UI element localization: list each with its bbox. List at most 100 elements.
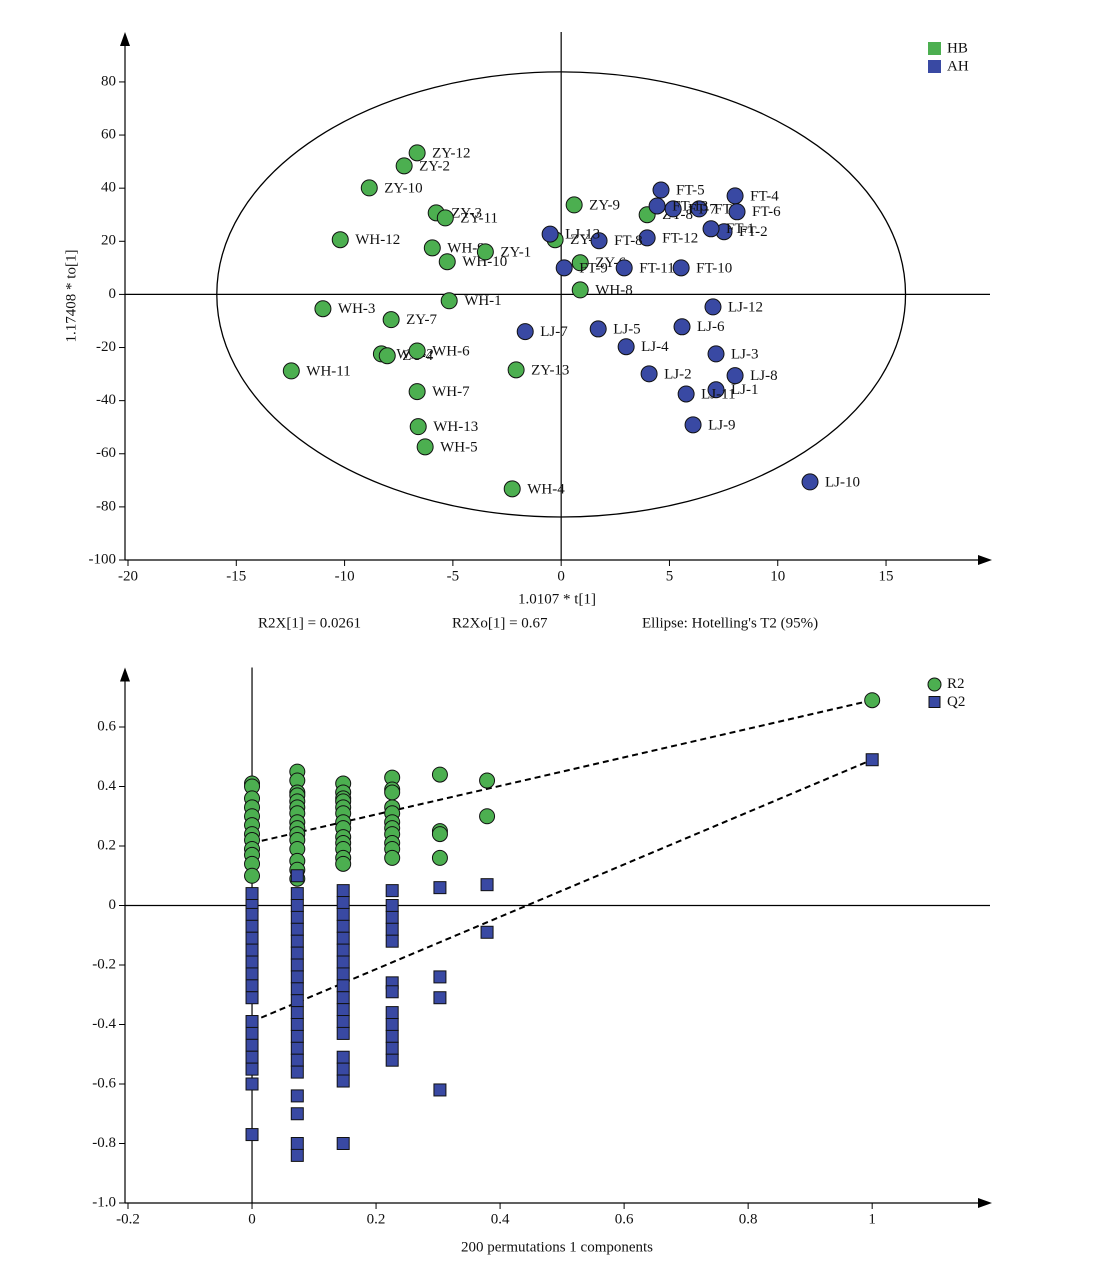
point <box>615 259 633 277</box>
point-label: WH-3 <box>338 301 376 317</box>
y-tick-label: 60 <box>101 126 116 142</box>
point <box>336 919 350 933</box>
point <box>648 197 666 215</box>
x-tick-label: -10 <box>335 568 355 584</box>
point <box>314 300 332 318</box>
point <box>384 784 401 801</box>
x-tick-label: 0.6 <box>615 1211 634 1227</box>
point-label: LJ-12 <box>728 299 763 315</box>
point <box>331 231 349 249</box>
legend-swatch <box>928 60 941 73</box>
point <box>638 229 656 247</box>
point <box>245 967 259 981</box>
point-label: ZY-1 <box>500 244 531 260</box>
point <box>590 232 608 250</box>
regression-line <box>251 758 873 1023</box>
point-label: LJ-10 <box>825 474 860 490</box>
point-label: WH-5 <box>440 439 478 455</box>
point <box>290 1018 304 1031</box>
point <box>423 239 441 257</box>
y-tick-label: -0.6 <box>92 1075 116 1091</box>
point <box>245 1050 259 1064</box>
y-tick-label: 0 <box>109 897 117 913</box>
point <box>664 200 682 218</box>
point <box>571 254 589 272</box>
point <box>416 438 434 456</box>
point <box>336 943 350 957</box>
y-tick-label: 0.4 <box>97 778 116 794</box>
x-tick-label: -5 <box>447 568 460 584</box>
point <box>408 144 426 162</box>
point-label: WH-13 <box>433 419 478 435</box>
point-label: WH-8 <box>595 282 633 298</box>
x-tick-label: -15 <box>226 568 246 584</box>
point-label: FT-9 <box>579 260 608 276</box>
y-tick-label: 0.2 <box>97 837 116 853</box>
point <box>245 907 259 921</box>
point-label: WH-12 <box>355 232 400 248</box>
point-label: ZY-7 <box>406 312 437 328</box>
y-tick-label: 0 <box>109 286 117 302</box>
point-label: WH-6 <box>432 343 470 359</box>
point <box>431 849 448 866</box>
x-tick-label: 15 <box>879 568 894 584</box>
point <box>480 878 494 892</box>
point <box>245 931 259 945</box>
point-label: FT-2 <box>739 224 768 240</box>
point <box>336 1015 350 1029</box>
annotation: R2Xo[1] = 0.67 <box>452 615 548 631</box>
point <box>438 253 456 271</box>
point-label: FT-5 <box>676 182 705 198</box>
point <box>245 991 259 1005</box>
point <box>244 867 261 884</box>
point <box>652 181 670 199</box>
point-label: LJ-6 <box>697 319 725 335</box>
point <box>384 849 401 866</box>
point-label: FT-11 <box>639 260 675 276</box>
point <box>290 1065 304 1079</box>
y-tick-label: -60 <box>96 445 116 461</box>
y-tick-label: 0.6 <box>97 718 116 734</box>
x-tick-label: 0.8 <box>739 1211 758 1227</box>
point <box>385 1018 399 1031</box>
point <box>865 753 879 767</box>
point <box>245 1062 259 1076</box>
point <box>589 320 607 338</box>
point <box>385 1041 399 1055</box>
point <box>290 1041 304 1055</box>
point-label: LJ-13 <box>565 227 600 243</box>
point <box>290 934 304 948</box>
point-label: FT-4 <box>750 188 779 204</box>
point-label: ZY-11 <box>460 210 498 226</box>
point-label: ZY-13 <box>531 362 569 378</box>
point <box>431 826 448 843</box>
y-tick-label: 40 <box>101 180 116 196</box>
y-tick-label: 20 <box>101 233 116 249</box>
point <box>245 1026 259 1040</box>
point <box>336 1003 350 1017</box>
point <box>245 919 259 933</box>
point <box>728 203 746 221</box>
point <box>245 1128 259 1142</box>
point <box>290 994 304 1008</box>
point <box>672 259 690 277</box>
point <box>385 985 399 999</box>
point <box>336 1026 350 1040</box>
x-tick-label: 5 <box>666 568 674 584</box>
point <box>290 922 304 936</box>
point <box>290 946 304 960</box>
x-tick-label: -0.2 <box>116 1211 140 1227</box>
point-label: LJ-7 <box>540 324 568 340</box>
y-tick-label: -20 <box>96 339 116 355</box>
point <box>440 292 458 310</box>
point <box>541 225 559 243</box>
point-label: WH-11 <box>306 363 350 379</box>
point <box>704 298 722 316</box>
point <box>336 896 350 910</box>
point <box>290 982 304 996</box>
point <box>726 367 744 385</box>
y-tick-label: -1.0 <box>92 1194 116 1210</box>
x-tick-label: 10 <box>770 568 785 584</box>
point <box>409 418 427 436</box>
